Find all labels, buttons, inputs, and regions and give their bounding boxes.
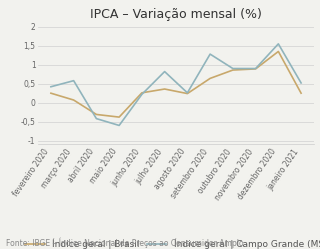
Índice geral | Brasil xyxy=(299,92,303,95)
Índice geral | Campo Grande (MS) xyxy=(231,67,235,70)
Line: Índice geral | Campo Grande (MS): Índice geral | Campo Grande (MS) xyxy=(51,44,301,125)
Índice geral | Campo Grande (MS) xyxy=(276,42,280,45)
Índice geral | Campo Grande (MS) xyxy=(117,124,121,127)
Índice geral | Campo Grande (MS) xyxy=(72,79,76,82)
Índice geral | Brasil xyxy=(208,77,212,80)
Índice geral | Campo Grande (MS) xyxy=(49,85,53,88)
Legend: Índice geral | Brasil, Índice geral | Campo Grande (MS): Índice geral | Brasil, Índice geral | Ca… xyxy=(21,235,320,249)
Índice geral | Campo Grande (MS) xyxy=(299,81,303,84)
Índice geral | Brasil xyxy=(231,68,235,71)
Índice geral | Campo Grande (MS) xyxy=(94,117,98,120)
Title: IPCA – Variação mensal (%): IPCA – Variação mensal (%) xyxy=(90,8,262,21)
Índice geral | Campo Grande (MS) xyxy=(186,91,189,94)
Índice geral | Brasil xyxy=(49,92,53,95)
Índice geral | Brasil xyxy=(94,113,98,116)
Índice geral | Brasil xyxy=(140,91,144,94)
Índice geral | Brasil xyxy=(254,67,258,70)
Índice geral | Brasil xyxy=(276,50,280,53)
Line: Índice geral | Brasil: Índice geral | Brasil xyxy=(51,52,301,117)
Índice geral | Campo Grande (MS) xyxy=(254,67,258,70)
Índice geral | Campo Grande (MS) xyxy=(140,93,144,96)
Índice geral | Brasil xyxy=(117,116,121,119)
Índice geral | Brasil xyxy=(186,92,189,95)
Índice geral | Brasil xyxy=(72,99,76,102)
Índice geral | Campo Grande (MS) xyxy=(163,70,166,73)
Índice geral | Campo Grande (MS) xyxy=(208,53,212,56)
Índice geral | Brasil xyxy=(163,88,166,91)
Text: Fonte: IBGE – Índice Nacional de Preços ao Consumidor Amplo: Fonte: IBGE – Índice Nacional de Preços … xyxy=(6,237,244,248)
